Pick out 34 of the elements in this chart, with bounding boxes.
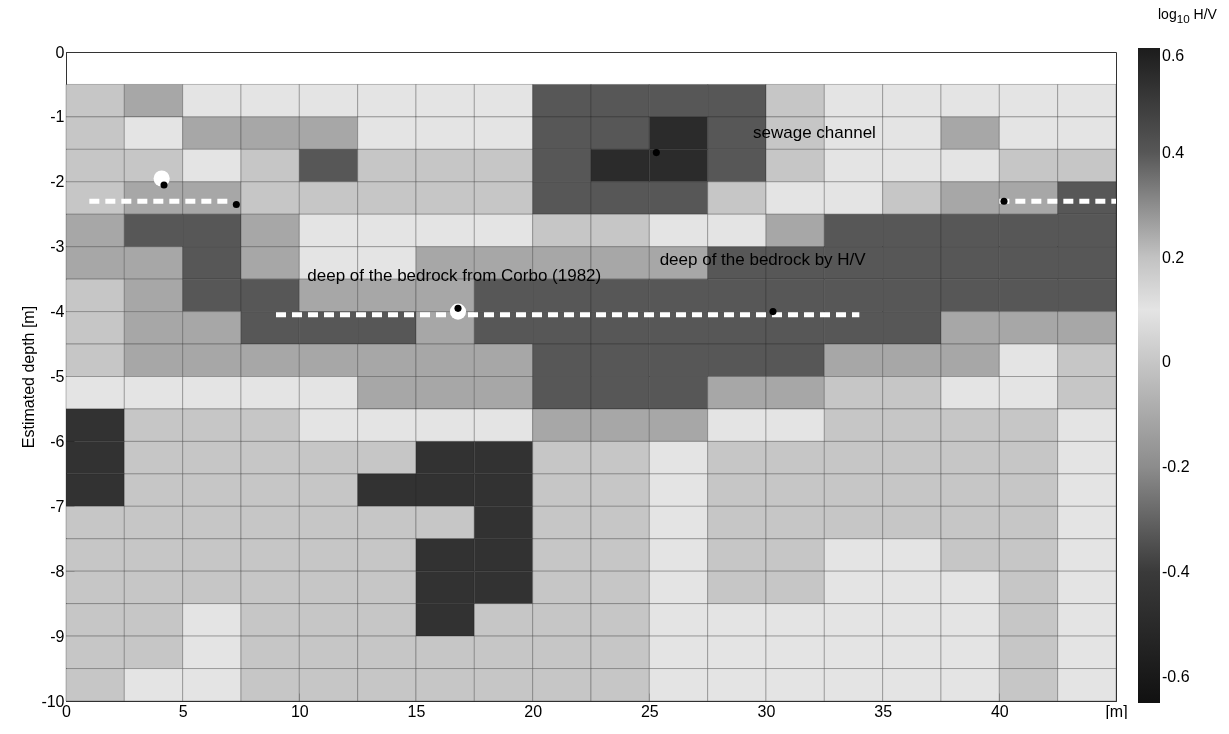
y-tick-label: -1: [50, 108, 65, 126]
y-tick-label: -8: [50, 562, 65, 580]
x-tick-label: 40: [990, 702, 1009, 720]
y-tick-label: -5: [50, 368, 65, 385]
y-tick-label: -7: [50, 497, 65, 515]
y-tick-label: -3: [50, 238, 65, 256]
color-bar-label: 0.6: [1162, 47, 1185, 64]
point: [652, 149, 660, 157]
y-tick-label: -2: [50, 173, 65, 191]
color-bar-title: log$_{10}$ H/V: [1158, 6, 1217, 25]
y-tick-label: -4: [50, 303, 65, 321]
x-tick-label: [m]: [1105, 702, 1128, 720]
color-bar-label: -0.6: [1162, 667, 1190, 685]
color-bar-label: -0.4: [1162, 563, 1190, 580]
x-tick-label: 20: [524, 702, 543, 720]
y-axis-title: Estimated depth [m]: [20, 305, 38, 449]
y-tick-label: -6: [50, 432, 65, 450]
color-bar-label: 0: [1162, 353, 1171, 371]
y-tick-label: -9: [50, 627, 65, 645]
x-tick-label: 35: [874, 702, 893, 720]
point: [769, 308, 777, 316]
x-tick-label: 10: [290, 702, 309, 720]
annotation: deep of the bedrock from Corbo (1982): [306, 265, 603, 286]
color-bar-label: 0.2: [1162, 248, 1185, 266]
x-tick-label: 15: [407, 702, 426, 720]
point: [160, 181, 168, 189]
point: [1000, 197, 1008, 205]
x-tick-label: 5: [178, 702, 188, 720]
color-bar-label: -0.2: [1162, 458, 1190, 476]
color-bar-label: 0.4: [1162, 143, 1185, 161]
y-tick-label: 0: [55, 43, 65, 61]
x-tick-label: 25: [640, 702, 659, 720]
x-tick-label: 30: [757, 702, 776, 720]
point: [232, 200, 240, 209]
